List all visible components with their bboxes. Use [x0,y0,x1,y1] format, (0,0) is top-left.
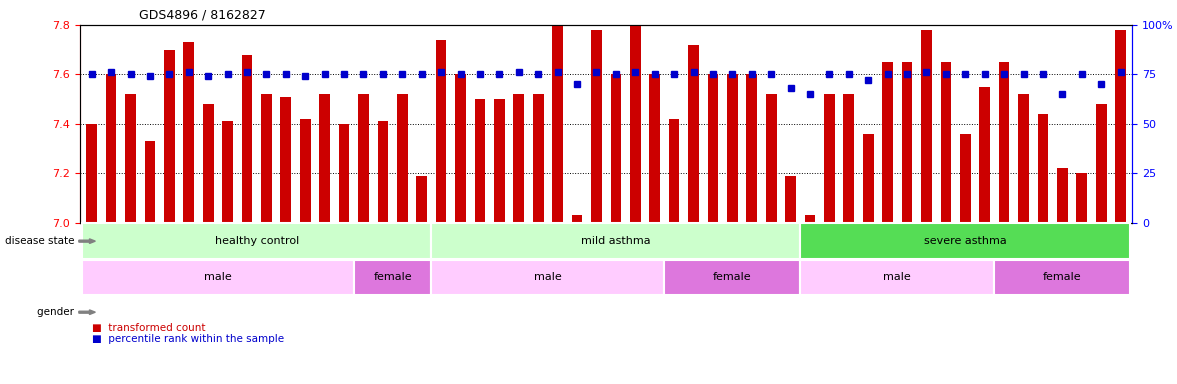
Bar [785,176,796,223]
Text: female: female [1043,272,1082,282]
Text: male: male [204,272,232,282]
Bar [432,260,664,295]
Bar [1116,30,1126,223]
Bar [354,260,432,295]
Bar [669,119,679,223]
Text: severe asthma: severe asthma [924,236,1006,246]
Bar [707,74,718,223]
Bar [300,119,311,223]
Bar [1018,94,1029,223]
Bar [922,30,932,223]
Bar [417,176,427,223]
Text: male: male [534,272,561,282]
Text: ■  transformed count: ■ transformed count [92,323,205,333]
Bar [474,99,485,223]
Bar [280,97,291,223]
Bar [630,25,640,223]
Text: GDS4896 / 8162827: GDS4896 / 8162827 [139,8,266,21]
Bar [339,124,350,223]
Text: healthy control: healthy control [214,236,299,246]
Bar [999,62,1010,223]
Bar [805,215,816,223]
Bar [82,223,432,259]
Bar [902,62,912,223]
Bar [1038,114,1049,223]
Text: male: male [884,272,911,282]
Bar [727,74,738,223]
Bar [513,94,524,223]
Bar [960,134,971,223]
Bar [746,74,757,223]
Bar [863,134,873,223]
Bar [202,104,213,223]
Bar [86,124,97,223]
Bar [940,62,951,223]
Bar [184,42,194,223]
Bar [591,30,601,223]
Bar [82,260,354,295]
Bar [1057,168,1068,223]
Bar [844,94,855,223]
Bar [261,94,272,223]
Bar [883,62,893,223]
Bar [1096,104,1106,223]
Bar [800,223,1130,259]
Bar [222,121,233,223]
Bar [650,74,660,223]
Bar [164,50,174,223]
Bar [664,260,800,295]
Bar [995,260,1130,295]
Bar [1077,173,1088,223]
Bar [552,25,563,223]
Bar [689,45,699,223]
Text: gender: gender [38,307,78,317]
Bar [319,94,330,223]
Text: ■  percentile rank within the sample: ■ percentile rank within the sample [92,334,284,344]
Bar [766,94,777,223]
Bar [106,74,117,223]
Text: disease state: disease state [5,236,78,246]
Bar [397,94,407,223]
Bar [432,223,800,259]
Bar [125,94,135,223]
Bar [378,121,388,223]
Bar [435,40,446,223]
Text: mild asthma: mild asthma [581,236,651,246]
Bar [145,141,155,223]
Bar [241,55,252,223]
Bar [611,74,621,223]
Bar [979,87,990,223]
Bar [358,94,368,223]
Bar [824,94,834,223]
Text: female: female [713,272,752,282]
Bar [455,74,466,223]
Bar [533,94,544,223]
Text: female: female [373,272,412,282]
Bar [800,260,995,295]
Bar [572,215,583,223]
Bar [494,99,505,223]
